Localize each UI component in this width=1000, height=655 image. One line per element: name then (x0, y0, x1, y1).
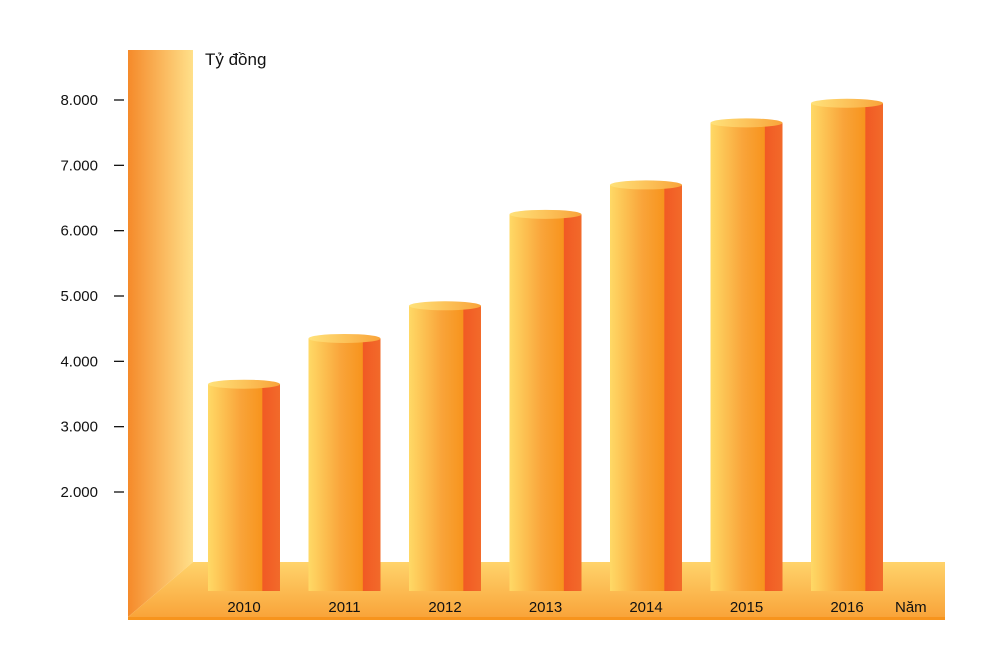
bar-body (308, 338, 381, 591)
bars (208, 98, 883, 592)
y-tick-label: 7.000 (60, 157, 98, 174)
y-tick-label: 4.000 (60, 353, 98, 370)
bar-body (610, 184, 682, 591)
y-tick-label: 2.000 (60, 484, 98, 501)
x-tick-label: 2013 (529, 599, 562, 616)
x-tick-label: 2010 (227, 599, 260, 616)
bar-body (811, 103, 883, 592)
x-axis-labels: 2010 2011 2012 2013 2014 2015 2016 (227, 599, 863, 616)
bar (509, 209, 582, 592)
bar-top (610, 180, 682, 190)
bar-body (409, 305, 481, 591)
x-tick-label: 2011 (328, 599, 360, 616)
x-tick-label: 2015 (730, 599, 763, 616)
x-axis-unit-label: Năm (895, 599, 927, 616)
bar (308, 333, 381, 591)
bar-body (509, 214, 582, 592)
x-tick-label: 2014 (629, 599, 662, 616)
bar-top (208, 379, 280, 389)
bar-top (509, 209, 582, 219)
x-tick-label: 2016 (830, 599, 863, 616)
y-axis-wall (128, 50, 193, 617)
bar-body (710, 122, 783, 591)
bar (208, 379, 280, 591)
bar-top (308, 333, 381, 343)
y-tick-label: 3.000 (60, 419, 98, 436)
bar (811, 98, 883, 592)
bar (610, 180, 682, 591)
y-axis-ticks: 2.000 3.000 4.000 5.000 6.000 7.000 8.000 (60, 92, 124, 501)
bar (409, 301, 481, 591)
bar-top (409, 301, 481, 311)
y-axis-unit-label: Tỷ đồng (205, 50, 266, 69)
y-tick-label: 8.000 (60, 92, 98, 109)
floor-front-edge (128, 617, 945, 620)
bar-top (811, 98, 883, 108)
bar-top (710, 118, 783, 128)
y-tick-label: 5.000 (60, 288, 98, 305)
bar-body (208, 384, 280, 591)
x-tick-label: 2012 (428, 599, 461, 616)
y-tick-label: 6.000 (60, 223, 98, 240)
bar (710, 118, 783, 591)
